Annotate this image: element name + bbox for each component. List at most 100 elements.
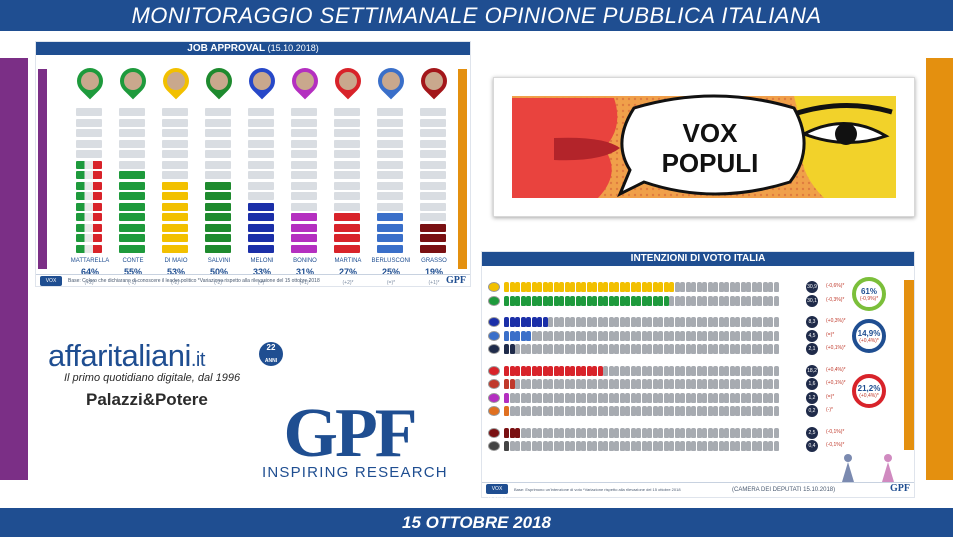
approval-segment (291, 181, 317, 190)
person-icon (696, 330, 702, 341)
person-icon (531, 379, 537, 389)
person-icon (729, 379, 735, 389)
approval-segment (420, 139, 446, 148)
person-icon (614, 365, 619, 376)
person-icon (531, 365, 537, 376)
vote-row: 30,1 (-0,3%)* (488, 294, 844, 307)
person-icon (724, 344, 729, 354)
politician-name: MARTINA (334, 258, 362, 264)
vox-text: VOX (683, 118, 739, 148)
person-icon (674, 379, 680, 389)
person-icon (553, 344, 559, 354)
person-icon (691, 427, 696, 438)
person-icon (641, 317, 647, 327)
person-icon (581, 406, 586, 416)
person-icon (652, 427, 658, 438)
person-icon (619, 317, 625, 327)
person-icon (751, 379, 757, 389)
person-icon (515, 441, 520, 451)
politician-pin-icon (329, 62, 367, 100)
person-icon (603, 427, 608, 438)
header-band: MONITORAGGIO SETTIMANALE OPINIONE PUBBLI… (0, 0, 953, 31)
person-icon (509, 330, 515, 341)
person-icon (586, 441, 592, 451)
coalition-total-ring: 14,9% (+0,4%)* (852, 318, 886, 353)
person-icon (570, 392, 575, 403)
person-icon (724, 406, 729, 416)
person-icon (526, 406, 531, 416)
person-icon (773, 441, 779, 451)
person-icon (641, 392, 647, 403)
person-icon (597, 282, 603, 292)
person-icon (685, 365, 691, 376)
coalition-total: 14,9% (857, 328, 881, 338)
approval-segment (248, 150, 274, 158)
person-icon (702, 406, 707, 416)
person-icon (729, 365, 735, 376)
person-icon (757, 365, 762, 376)
approval-segment (119, 234, 145, 242)
person-icon (696, 427, 702, 438)
person-icon (691, 365, 696, 376)
person-icon (597, 392, 603, 403)
person-icon (608, 330, 614, 341)
person-icon (575, 441, 581, 451)
coalition-delta: (+0,4%)* (859, 337, 879, 344)
person-icon (768, 282, 773, 292)
person-icon (757, 282, 762, 292)
person-icon (729, 441, 735, 451)
person-icon (641, 427, 647, 438)
person-icon (663, 427, 669, 438)
person-icon (702, 330, 707, 341)
person-icon (581, 295, 586, 306)
person-icon (625, 365, 630, 376)
job-approval-header: JOB APPROVAL (15.10.2018) (36, 42, 470, 55)
vote-value-badge: 2,1 (806, 343, 818, 355)
approval-segment (76, 150, 102, 158)
person-icon (735, 282, 740, 292)
person-icon (768, 379, 773, 389)
job-approval-date: (15.10.2018) (267, 43, 319, 53)
person-icon (520, 379, 526, 389)
approval-segment (291, 171, 317, 179)
approval-segment (334, 129, 360, 137)
politician-pin-icon (157, 62, 195, 100)
voting-intentions-footer: VOX POPULI Base: Esprimono un'intenzione… (482, 482, 914, 502)
person-icon (608, 427, 614, 438)
approval-percentage: 53% (166, 267, 185, 277)
vote-value-badge: 1,6 (806, 378, 818, 390)
approval-segment (291, 213, 317, 221)
approval-segment (248, 139, 274, 148)
person-icon (674, 441, 680, 451)
person-icon (592, 282, 597, 292)
person-icon (570, 406, 575, 416)
person-icon (548, 282, 553, 292)
person-icon (658, 392, 663, 403)
person-icon (564, 427, 570, 438)
approval-segment (420, 213, 446, 221)
person-icon (669, 330, 674, 341)
person-icon (647, 344, 652, 354)
person-icon (669, 441, 674, 451)
person-icon (696, 295, 702, 306)
approval-segment (377, 234, 403, 242)
approval-segment (76, 118, 102, 127)
politician-pin-icon (415, 62, 453, 100)
approval-segment (377, 150, 403, 158)
person-icon (575, 392, 581, 403)
approval-segment (420, 234, 446, 242)
approval-segment (420, 202, 446, 211)
approval-segment (162, 129, 188, 137)
person-icon (663, 295, 669, 306)
politician-pin-icon (71, 62, 109, 100)
politician-name: SALVINI (207, 258, 231, 264)
avatar (296, 72, 314, 90)
party-logo-icon (488, 441, 500, 451)
person-icon (768, 317, 773, 327)
approval-segment (76, 171, 102, 179)
person-icon (581, 392, 586, 403)
vote-row: 8,3 (+0,3%)* (488, 316, 846, 328)
person-icon (652, 295, 658, 306)
approval-delta: (=)* (386, 280, 396, 286)
person-icon (740, 330, 746, 341)
